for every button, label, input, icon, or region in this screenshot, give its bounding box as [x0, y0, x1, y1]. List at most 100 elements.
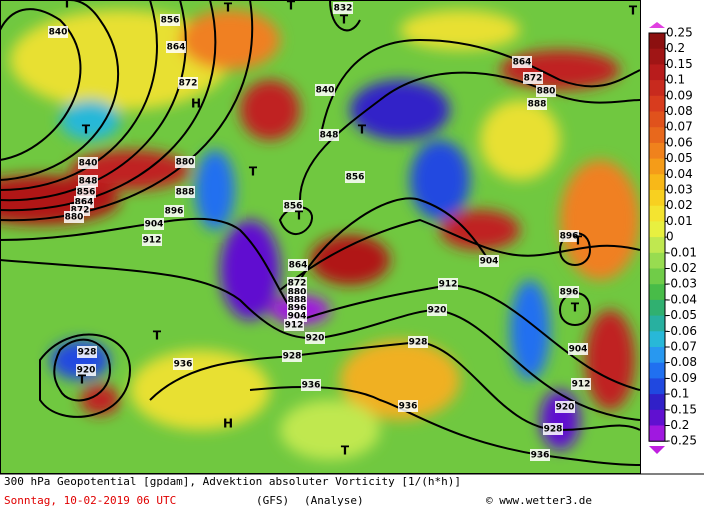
- colorbar-segment: [649, 331, 665, 348]
- colorbar-label: 0.06: [666, 135, 693, 149]
- colorbar-label: 0: [666, 230, 674, 244]
- pressure-centre-marker: T: [78, 373, 87, 387]
- label-halo: [78, 175, 98, 187]
- label-halo: [301, 379, 321, 391]
- label-halo: [427, 304, 447, 316]
- colorbar-segment: [649, 315, 665, 332]
- pressure-centre-marker: T: [571, 301, 580, 315]
- contour-label: 896: [560, 288, 579, 298]
- colorbar-segment: [649, 394, 665, 411]
- colorbar-label: 0.05: [666, 151, 693, 165]
- geopotential-contours: [0, 0, 640, 466]
- label-halo: [559, 286, 579, 298]
- colorbar-label: 0.01: [666, 214, 693, 228]
- colorbar-segment: [649, 205, 665, 222]
- colorbar-segment: [649, 64, 665, 81]
- contour-label: 928: [409, 338, 428, 348]
- label-halo: [284, 319, 304, 331]
- contour-label: 848: [79, 177, 98, 187]
- caption-model: (GFS): [256, 494, 289, 507]
- contour-label: 840: [49, 28, 68, 38]
- label-halo: [319, 129, 339, 141]
- label-halo: [173, 358, 193, 370]
- colorbar-segment: [649, 284, 665, 301]
- contour-label: 872: [288, 279, 307, 289]
- caption-run: (Analyse): [304, 494, 364, 507]
- label-halo: [305, 332, 325, 344]
- colorbar-label: -0.01: [666, 245, 697, 259]
- colorbar-label: 0.08: [666, 104, 693, 118]
- label-halo: [315, 84, 335, 96]
- pressure-centre-marker: T: [295, 209, 304, 223]
- contour-label: 888: [288, 296, 307, 306]
- colorbar-top-arrow: [649, 22, 665, 28]
- contour-label: 856: [161, 16, 180, 26]
- label-halo: [479, 255, 499, 267]
- contour-label: 856: [77, 188, 96, 198]
- label-halo: [536, 85, 556, 97]
- colorbar-label: -0.2: [666, 418, 689, 432]
- colorbar-label: -0.03: [666, 277, 697, 291]
- label-halo: [160, 14, 180, 26]
- colorbar-segment: [649, 347, 665, 364]
- contour-label: 912: [572, 380, 591, 390]
- label-halo: [543, 423, 563, 435]
- contour-label: 840: [79, 159, 98, 169]
- label-halo: [48, 26, 68, 38]
- colorbar-segment: [649, 252, 665, 269]
- colorbar-segment: [649, 174, 665, 191]
- pressure-centre-marker: H: [191, 97, 201, 111]
- label-halo: [555, 401, 575, 413]
- contour-label: 936: [399, 402, 418, 412]
- contour-label: 872: [179, 79, 198, 89]
- label-halo: [282, 350, 302, 362]
- colorbar-label: 0.02: [666, 198, 693, 212]
- colorbar-label: 0.15: [666, 57, 693, 71]
- contour-label: 856: [284, 202, 303, 212]
- colorbar-label: -0.25: [666, 434, 697, 448]
- label-halo: [512, 56, 532, 68]
- label-halo: [571, 378, 591, 390]
- label-halo: [175, 186, 195, 198]
- label-halo: [164, 205, 184, 217]
- label-halo: [398, 400, 418, 412]
- colorbar-segment: [649, 80, 665, 97]
- contour-label: 864: [167, 43, 186, 53]
- pressure-centre-marker: T: [358, 123, 367, 137]
- colorbar-segment: [649, 378, 665, 395]
- contour-label: 920: [306, 334, 325, 344]
- contour-label: 864: [75, 198, 94, 208]
- contour-label: 936: [531, 451, 550, 461]
- contour-label: 880: [537, 87, 556, 97]
- caption-title: 300 hPa Geopotential [gpdam], Advektion …: [4, 475, 461, 488]
- colorbar-label: -0.04: [666, 292, 697, 306]
- colorbar-segment: [649, 111, 665, 128]
- colorbar-label: -0.07: [666, 340, 697, 354]
- label-halo: [523, 72, 543, 84]
- label-halo: [76, 364, 96, 376]
- pressure-centre-marker: T: [224, 1, 233, 15]
- colorbar-label: 0.2: [666, 41, 685, 55]
- colorbar-segment: [649, 221, 665, 238]
- label-halo: [283, 200, 303, 212]
- label-halo: [64, 211, 84, 223]
- contour-label: 872: [524, 74, 543, 84]
- colorbar-label: 0.1: [666, 73, 685, 87]
- contour-label: 912: [143, 236, 162, 246]
- colorbar-segment: [649, 127, 665, 144]
- label-halo: [142, 234, 162, 246]
- label-halo: [559, 230, 579, 242]
- colorbar-segment: [649, 33, 665, 50]
- label-halo: [408, 336, 428, 348]
- contour-label: 896: [165, 207, 184, 217]
- colorbar-segment: [649, 362, 665, 379]
- label-halo: [345, 171, 365, 183]
- colorbar-segment: [649, 425, 665, 442]
- label-halo: [568, 343, 588, 355]
- contour-label: 864: [513, 58, 532, 68]
- contour-label: 840: [316, 86, 335, 96]
- contour-label: 896: [560, 232, 579, 242]
- label-halo: [76, 186, 96, 198]
- contour-label: 936: [174, 360, 193, 370]
